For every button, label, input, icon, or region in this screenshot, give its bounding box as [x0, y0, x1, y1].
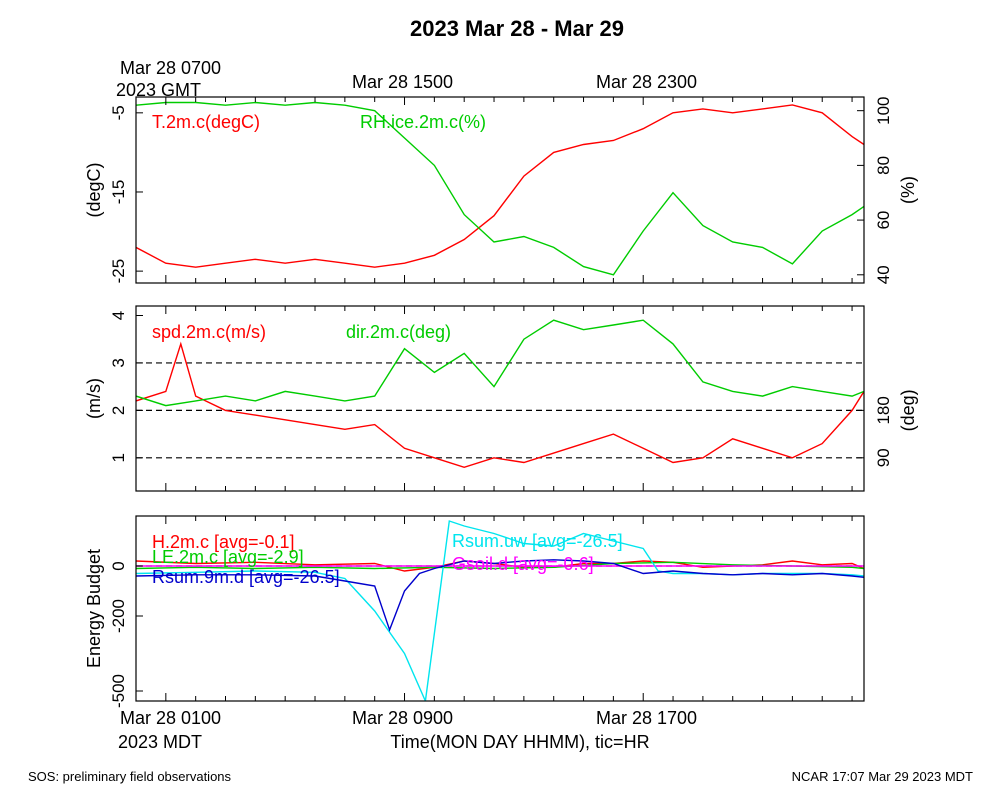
top-axis-label-2300: Mar 28 2300 [596, 72, 697, 92]
legend-2-4: Rsum.9m.d [avg=-26.5] [152, 567, 340, 587]
y-tick-label-0-0: -25 [109, 259, 128, 284]
y-right-tick-label-0-1: 60 [874, 211, 893, 230]
y-right-tick-label-0-2: 80 [874, 156, 893, 175]
y-tick-label-1-0: 1 [109, 453, 128, 462]
y-tick-label-2-0: -500 [109, 674, 128, 708]
x-axis-title: Time(MON DAY HHMM), tic=HR [390, 732, 649, 752]
series-line-0-1 [136, 101, 864, 276]
series-line-0-0 [136, 104, 864, 268]
y-right-tick-label-1-1: 180 [874, 396, 893, 424]
series-line-1-0 [136, 341, 864, 469]
legend-0-1: RH.ice.2m.c(%) [360, 112, 486, 132]
legend-2-2: Gsoil.d [avg=-0.6] [452, 554, 594, 574]
series-line-2-4 [136, 559, 864, 632]
y-axis-label-0: (degC) [84, 162, 104, 217]
bottom-axis-label-0900: Mar 28 0900 [352, 708, 453, 728]
plot-frame-0 [135, 96, 865, 284]
y-right-tick-label-0-3: 100 [874, 96, 893, 124]
y-axis-right-label-0: (%) [898, 176, 918, 204]
y-tick-label-0-1: -15 [109, 180, 128, 205]
legend-1-1: dir.2m.c(deg) [346, 322, 451, 342]
footer-right: NCAR 17:07 Mar 29 2023 MDT [792, 769, 973, 784]
wind-panel: 1 2 3 4 (m/s) 90 180 (deg) spd.2m.c(m/s) dir.2m.c… [84, 305, 918, 492]
top-axis-first-label-line1: Mar 28 0700 [120, 58, 221, 78]
legend-2-3: Rsum.uw [avg=-26.5] [452, 531, 623, 551]
y-tick-label-1-1: 2 [109, 406, 128, 415]
bottom-axis-first-label-line2: 2023 MDT [118, 732, 202, 752]
legend-0-0: T.2m.c(degC) [152, 112, 260, 132]
y-tick-label-2-1: -200 [109, 599, 128, 633]
chart-title: 2023 Mar 28 - Mar 29 [410, 16, 624, 41]
bottom-axis-first-label-line1: Mar 28 0100 [120, 708, 221, 728]
y-tick-label-2-2: 0 [109, 561, 128, 570]
bottom-axis-label-1700: Mar 28 1700 [596, 708, 697, 728]
y-axis-label-2: Energy Budget [84, 549, 104, 668]
y-tick-label-1-2: 3 [109, 358, 128, 367]
y-axis-right-label-1: (deg) [898, 389, 918, 431]
footer-left: SOS: preliminary field observations [28, 769, 232, 784]
legend-1-0: spd.2m.c(m/s) [152, 322, 266, 342]
legend-2-1: LE.2m.c [avg=-2.9] [152, 547, 304, 567]
y-right-tick-label-0-0: 40 [874, 265, 893, 284]
top-axis-label-1500: Mar 28 1500 [352, 72, 453, 92]
energy-budget-panel: -500 -200 0 Energy Budget H.2m.c [avg=-0.1]L… [84, 515, 865, 708]
y-tick-label-1-3: 4 [109, 311, 128, 320]
y-tick-label-0-2: -5 [109, 105, 128, 120]
plot-frame-1 [135, 305, 865, 492]
y-right-tick-label-1-0: 90 [874, 448, 893, 467]
plot-frame-2 [135, 515, 865, 702]
legend-2-0: H.2m.c [avg=-0.1] [152, 532, 295, 552]
top-axis-first-label-line2: 2023 GMT [116, 80, 201, 100]
series-line-1-1 [136, 319, 864, 407]
temperature-humidity-panel: -25 -15 -5 (degC) 40 60 80 100 (%) T.2m.c(degC) RH… [84, 96, 918, 284]
y-axis-label-1: (m/s) [84, 378, 104, 419]
